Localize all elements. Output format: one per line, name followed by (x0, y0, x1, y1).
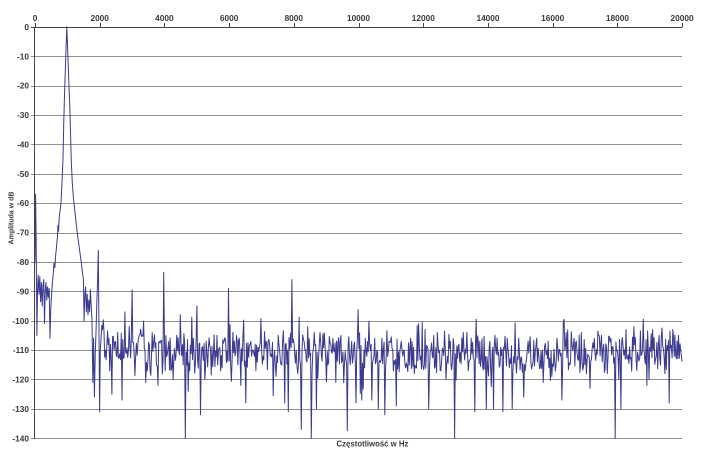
svg-text:-30: -30 (17, 110, 29, 120)
svg-text:Amplituda w dB: Amplituda w dB (8, 192, 15, 245)
svg-text:18000: 18000 (606, 13, 629, 23)
svg-text:-70: -70 (17, 228, 29, 238)
svg-text:-60: -60 (17, 198, 29, 208)
svg-text:-90: -90 (17, 286, 29, 296)
svg-text:-130: -130 (12, 404, 29, 414)
svg-text:Częstotliwość w Hz: Częstotliwość w Hz (337, 439, 409, 448)
svg-text:10000: 10000 (347, 13, 370, 23)
svg-text:-140: -140 (12, 433, 29, 443)
svg-text:12000: 12000 (412, 13, 435, 23)
svg-text:0: 0 (33, 13, 38, 23)
svg-text:-120: -120 (12, 375, 29, 385)
svg-text:-10: -10 (17, 51, 29, 61)
svg-text:-40: -40 (17, 140, 29, 150)
svg-text:-80: -80 (17, 257, 29, 267)
svg-text:2000: 2000 (90, 13, 109, 23)
svg-text:16000: 16000 (541, 13, 564, 23)
svg-text:-100: -100 (12, 316, 29, 326)
svg-text:20000: 20000 (671, 13, 694, 23)
svg-text:-50: -50 (17, 169, 29, 179)
svg-text:0: 0 (24, 22, 29, 32)
svg-text:-110: -110 (13, 345, 30, 355)
svg-text:-20: -20 (17, 81, 29, 91)
svg-text:8000: 8000 (285, 13, 304, 23)
svg-text:6000: 6000 (220, 13, 239, 23)
svg-text:4000: 4000 (155, 13, 174, 23)
svg-text:14000: 14000 (476, 13, 499, 23)
